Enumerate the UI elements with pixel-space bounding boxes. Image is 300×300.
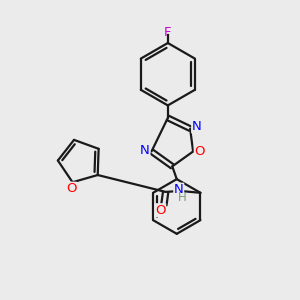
Text: H: H (178, 191, 186, 204)
Text: N: N (192, 120, 202, 133)
Text: N: N (174, 183, 184, 196)
Text: O: O (66, 182, 76, 195)
Text: O: O (194, 145, 205, 158)
Text: N: N (140, 143, 150, 157)
Text: F: F (164, 26, 172, 39)
Text: O: O (155, 204, 166, 217)
